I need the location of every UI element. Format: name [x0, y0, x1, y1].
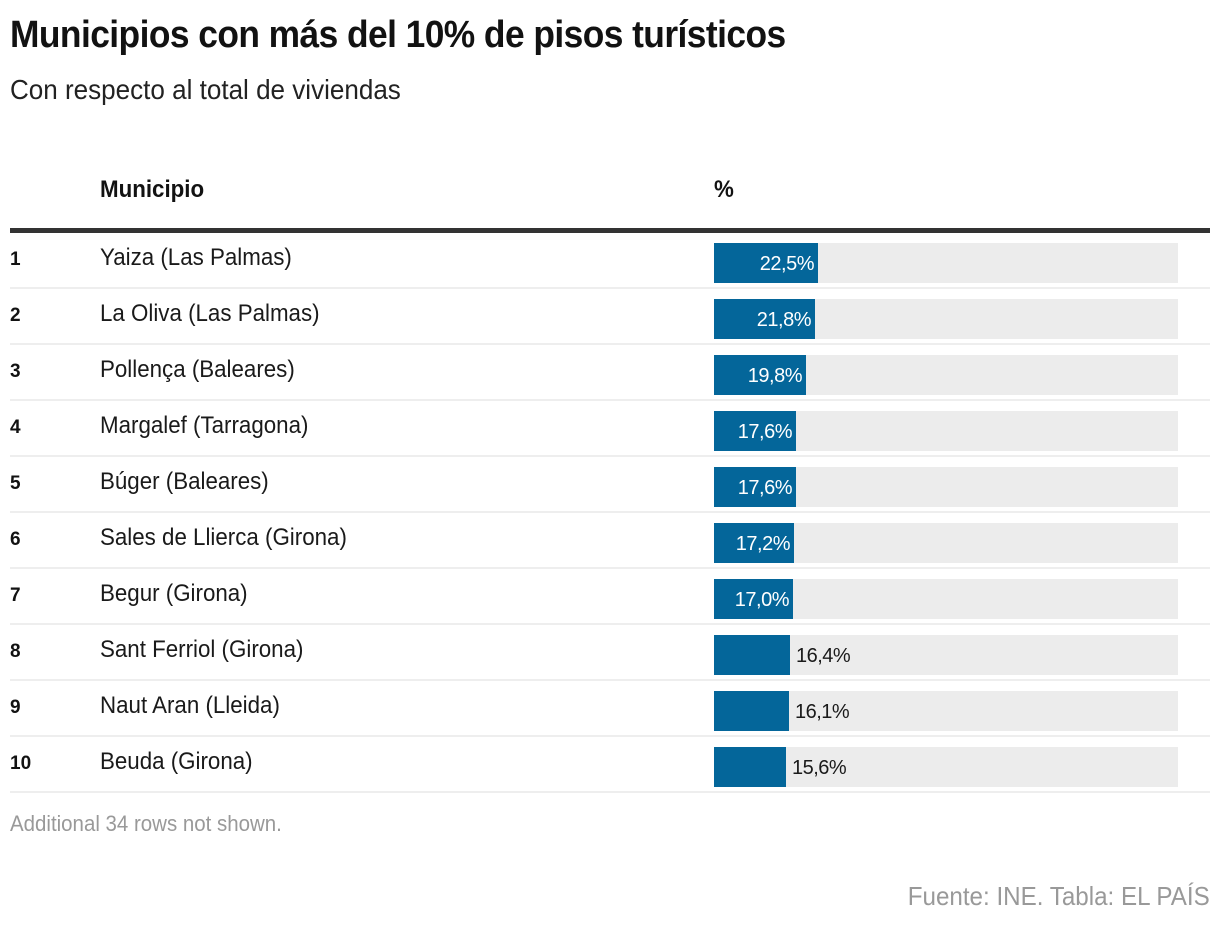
- source-credit: Fuente: INE. Tabla: EL PAÍS: [908, 881, 1210, 911]
- column-header-percent: %: [714, 176, 734, 203]
- bar-value-label: 21,8%: [756, 309, 812, 331]
- table-body: 1 Yaiza (Las Palmas) 22,5% 2 La Oliva (Las P…: [10, 233, 1210, 793]
- table-row: 4 Margalef (Tarragona) 17,6%: [10, 401, 1210, 457]
- bar-track: 17,6%: [714, 467, 1178, 507]
- column-header-municipio: Municipio: [100, 176, 205, 203]
- bar-value-label: 16,1%: [795, 701, 850, 723]
- bar-value-label: 15,6%: [792, 757, 847, 779]
- row-municipio: Begur (Girona): [100, 580, 248, 607]
- row-rank: 2: [10, 305, 21, 326]
- bar-value-label: 19,8%: [747, 365, 803, 387]
- bar-value-label: 17,0%: [734, 589, 790, 611]
- bar-track: 17,2%: [714, 523, 1178, 563]
- row-municipio: Beuda (Girona): [100, 748, 253, 775]
- row-rank: 5: [10, 473, 21, 494]
- row-municipio: Sant Ferriol (Girona): [100, 636, 304, 663]
- bar-value-label: 17,6%: [737, 421, 793, 443]
- table-row: 7 Begur (Girona) 17,0%: [10, 569, 1210, 625]
- table-header: Municipio %: [10, 160, 1210, 233]
- row-rank: 3: [10, 361, 21, 382]
- bar-value-label: 16,4%: [796, 645, 851, 667]
- table-row: 6 Sales de Llierca (Girona) 17,2%: [10, 513, 1210, 569]
- bar-value-label: 22,5%: [759, 253, 815, 275]
- bar-track: 22,5%: [714, 243, 1178, 283]
- row-rank: 4: [10, 417, 21, 438]
- table-row: 1 Yaiza (Las Palmas) 22,5%: [10, 233, 1210, 289]
- bar-track: 16,4%: [714, 635, 1178, 675]
- table-row: 3 Pollença (Baleares) 19,8%: [10, 345, 1210, 401]
- row-rank: 8: [10, 641, 21, 662]
- row-municipio: Pollença (Baleares): [100, 356, 295, 383]
- row-municipio: Yaiza (Las Palmas): [100, 244, 292, 271]
- bar-track: 17,6%: [714, 411, 1178, 451]
- bar: [714, 355, 806, 395]
- bar-track: 19,8%: [714, 355, 1178, 395]
- row-municipio: Margalef (Tarragona): [100, 412, 309, 439]
- row-municipio: Naut Aran (Lleida): [100, 692, 280, 719]
- bar-value-label: 17,2%: [735, 533, 791, 555]
- bar-track: 21,8%: [714, 299, 1178, 339]
- bar-track: 16,1%: [714, 691, 1178, 731]
- table-row: 2 La Oliva (Las Palmas) 21,8%: [10, 289, 1210, 345]
- bar-value-label: 17,6%: [737, 477, 793, 499]
- chart-subtitle: Con respecto al total de viviendas: [10, 74, 401, 105]
- bar-track: 17,0%: [714, 579, 1178, 619]
- row-municipio: La Oliva (Las Palmas): [100, 300, 320, 327]
- bar: [714, 299, 815, 339]
- row-rank: 10: [10, 753, 32, 774]
- data-table: Municipio % 1 Yaiza (Las Palmas) 22,5% 2 La …: [10, 160, 1210, 793]
- table-row: 5 Búger (Baleares) 17,6%: [10, 457, 1210, 513]
- row-rank: 1: [10, 249, 21, 270]
- row-rank: 7: [10, 585, 21, 606]
- rows-not-shown-note: Additional 34 rows not shown.: [10, 811, 282, 836]
- row-rank: 6: [10, 529, 21, 550]
- row-municipio: Búger (Baleares): [100, 468, 269, 495]
- bar: [714, 635, 790, 675]
- bar: [714, 243, 818, 283]
- table-row: 9 Naut Aran (Lleida) 16,1%: [10, 681, 1210, 737]
- bar: [714, 691, 789, 731]
- bar: [714, 467, 796, 507]
- bar-track: 15,6%: [714, 747, 1178, 787]
- row-rank: 9: [10, 697, 21, 718]
- bar: [714, 523, 794, 563]
- bar: [714, 747, 786, 787]
- row-municipio: Sales de Llierca (Girona): [100, 524, 347, 551]
- bar: [714, 579, 793, 619]
- table-row: 10 Beuda (Girona) 15,6%: [10, 737, 1210, 793]
- table-row: 8 Sant Ferriol (Girona) 16,4%: [10, 625, 1210, 681]
- chart-title: Municipios con más del 10% de pisos turí…: [10, 14, 786, 56]
- bar: [714, 411, 796, 451]
